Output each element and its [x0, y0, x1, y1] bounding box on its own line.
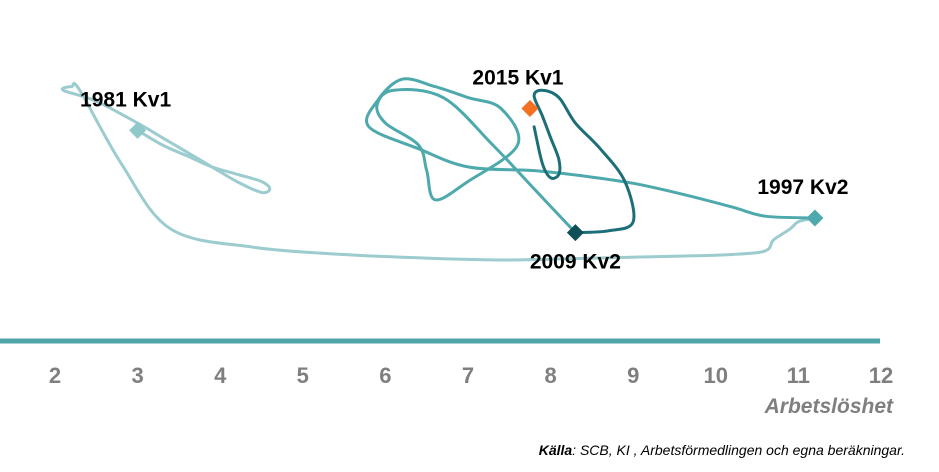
x-tick-label-12: 12	[869, 363, 893, 388]
series-layer	[60, 77, 817, 262]
point-label-1981-kv1: 1981 Kv1	[80, 88, 171, 111]
x-tick-label-2: 2	[49, 363, 61, 388]
point-marker-2015-kv1	[521, 100, 539, 117]
x-tick-label-3: 3	[131, 363, 143, 388]
x-tick-label-9: 9	[627, 363, 639, 388]
point-label-1997-kv2: 1997 Kv2	[757, 176, 848, 199]
series-line-2	[365, 77, 817, 235]
x-tick-label-8: 8	[544, 363, 556, 388]
source-text: : SCB, KI , Arbetsförmedlingen och egna …	[572, 442, 905, 458]
x-tick-label-6: 6	[379, 363, 391, 388]
point-marker-2009-kv2	[566, 224, 584, 242]
marker-layer: 1981 Kv1 1997 Kv2 2009 Kv2 2015 Kv1	[80, 67, 848, 274]
point-marker-1997-kv2	[806, 209, 824, 227]
x-tick-label-10: 10	[704, 363, 728, 388]
source-note: Källa: SCB, KI , Arbetsförmedlingen och …	[539, 442, 905, 458]
point-marker-1981-kv1	[129, 121, 147, 139]
point-label-2015-kv1: 2015 Kv1	[472, 67, 563, 90]
x-tick-label-5: 5	[297, 363, 309, 388]
series-line-3	[532, 88, 636, 235]
point-label-2009-kv2: 2009 Kv2	[530, 251, 621, 274]
source-key: Källa	[539, 442, 573, 458]
x-axis-label: Arbetslöshet	[764, 395, 894, 418]
x-tick-label-7: 7	[462, 363, 474, 388]
x-tick-labels: 2 3 4 5 6 7 8 9 10 11 12	[49, 363, 893, 388]
series-line-1	[60, 82, 817, 262]
x-tick-label-11: 11	[787, 363, 810, 388]
x-tick-label-4: 4	[214, 363, 227, 388]
